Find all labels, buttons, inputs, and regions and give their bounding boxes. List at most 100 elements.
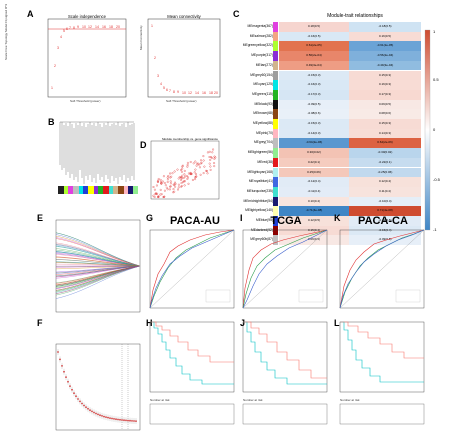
module-name: MEsalmon(282) bbox=[249, 33, 273, 38]
scatter-point bbox=[195, 164, 198, 167]
coefficient-path bbox=[55, 265, 141, 270]
scatter-point bbox=[206, 170, 208, 172]
heatmap-cell-trait-1: -0.15(0.3) bbox=[279, 70, 349, 81]
module-name: MEtan(272) bbox=[255, 62, 273, 67]
cohort-title-paca-ca: PACA-CA bbox=[358, 215, 408, 227]
module-name: MEbrown(68) bbox=[253, 111, 273, 116]
heatmap-cell-trait-2: 0.71(4e-08) bbox=[349, 206, 421, 216]
svg-text:16: 16 bbox=[102, 25, 106, 29]
scatter-point bbox=[157, 196, 160, 198]
scatter-point bbox=[183, 169, 186, 172]
svg-text:14: 14 bbox=[195, 91, 199, 95]
scatter-point bbox=[181, 164, 184, 167]
heatmap-cell-trait-2: -0.49(3e-04) bbox=[349, 60, 421, 71]
coefficient-path bbox=[55, 242, 141, 267]
svg-text:9: 9 bbox=[177, 90, 179, 94]
heatmap-row: MEmagenta(367) 0.18(0.5) -0.18(0.5) bbox=[233, 22, 423, 32]
panel-a-left-ylabel: Scale Free Topology Model Fit,signed R^2 bbox=[4, 3, 8, 60]
scatter-point bbox=[194, 160, 197, 163]
heatmap-row: MEturquoise(235) -0.11(0.4) 0.11(0.4) bbox=[233, 186, 423, 197]
scatter-point bbox=[152, 186, 155, 188]
heatmap-row: MEgreenyellow(322) 0.61(2e-05) -0.61(2e-05… bbox=[233, 41, 423, 52]
scatter-point bbox=[173, 190, 176, 193]
coefficient-path bbox=[55, 238, 141, 267]
heatmap-row: MElightgreen(56) 0.30(0.02) -0.30(0.02) bbox=[233, 148, 423, 158]
module-color-swatch bbox=[273, 31, 278, 42]
heatmap-row: MElightyellow(140) -0.71(4e-08) 0.71(4e-08… bbox=[233, 206, 423, 216]
svg-text:9: 9 bbox=[77, 25, 79, 29]
svg-text:1: 1 bbox=[51, 86, 53, 90]
coefficient-path bbox=[55, 265, 141, 294]
scatter-point bbox=[159, 178, 162, 181]
module-color-swatch bbox=[273, 51, 278, 61]
svg-text:3: 3 bbox=[57, 46, 59, 50]
module-color-swatch bbox=[273, 128, 278, 139]
scatter-point bbox=[209, 168, 212, 171]
heatmap-cell-trait-1: -0.17(0.3) bbox=[279, 89, 349, 100]
scatter-point bbox=[202, 159, 205, 162]
scatter-point bbox=[156, 180, 159, 183]
svg-text:7: 7 bbox=[69, 26, 71, 30]
scatter-point bbox=[191, 179, 194, 181]
module-name: MElightgreen(56) bbox=[247, 150, 273, 155]
scatter-point bbox=[213, 155, 216, 158]
coefficient-path bbox=[55, 249, 141, 267]
colorbar-tick-neg-0-5: -0.5 bbox=[433, 177, 440, 182]
heatmap-row: MEsalmon(282) -0.16(0.5) 0.16(0.5) bbox=[233, 31, 423, 42]
km-risk-label-j: Number at risk bbox=[243, 398, 263, 402]
module-color-swatch bbox=[273, 216, 278, 226]
svg-text:6: 6 bbox=[166, 88, 168, 92]
module-name: MEpurple(317) bbox=[251, 53, 273, 58]
km-risk-label-l: Number at risk bbox=[340, 398, 360, 402]
heatmap-cell-trait-1: 0.12(0.5) bbox=[279, 216, 349, 226]
scatter-point bbox=[213, 162, 216, 165]
scatter-point bbox=[153, 188, 156, 191]
scatter-point bbox=[183, 180, 186, 183]
heatmap-row: MEtan(272) 0.49(3e-04) -0.49(3e-04) bbox=[233, 60, 423, 71]
km-risk-table-l bbox=[339, 403, 425, 425]
scatter-point bbox=[211, 151, 214, 154]
scatter-point bbox=[208, 150, 211, 153]
module-color-swatch bbox=[273, 70, 278, 81]
module-trait-heatmap: MEmagenta(367) 0.18(0.5) -0.18(0.5) MEsalmo… bbox=[233, 22, 453, 248]
heatmap-cell-trait-1: -0.15(0.3) bbox=[279, 119, 349, 129]
scatter-point bbox=[192, 162, 195, 165]
panel-label-f: F bbox=[37, 318, 43, 328]
scatter-point bbox=[174, 185, 177, 188]
module-color-swatch bbox=[273, 41, 278, 52]
panel-label-b: B bbox=[48, 117, 55, 127]
scatter-point bbox=[199, 173, 202, 176]
scatter-point bbox=[209, 158, 212, 161]
coefficient-path bbox=[55, 265, 141, 284]
svg-text:8: 8 bbox=[173, 90, 175, 94]
panel-label-l: L bbox=[334, 318, 340, 328]
coefficient-path bbox=[55, 261, 141, 267]
module-color-swatch bbox=[273, 225, 278, 236]
panel-label-c: C bbox=[233, 9, 240, 19]
scatter-point bbox=[169, 176, 172, 179]
scatter-point bbox=[166, 188, 169, 191]
scatter-point bbox=[190, 173, 193, 176]
km-plot-tcga bbox=[242, 321, 328, 393]
panel-label-e: E bbox=[37, 213, 44, 223]
heatmap-row: MEpurple(317) 0.56(2e-04) -0.56(2e-04) bbox=[233, 51, 423, 61]
scatter-point bbox=[159, 188, 162, 191]
scatter-point bbox=[176, 168, 179, 171]
coefficient-path bbox=[55, 263, 141, 267]
panel-c-title: Module-trait relationships bbox=[327, 13, 383, 19]
scatter-point bbox=[183, 180, 185, 183]
scatter-point bbox=[197, 163, 200, 166]
scatter-point bbox=[193, 171, 196, 174]
scatter-point bbox=[169, 185, 172, 188]
module-name: MEred(38) bbox=[257, 159, 273, 164]
scatter-point bbox=[206, 151, 209, 154]
scatter-point bbox=[186, 165, 189, 168]
scatter-point bbox=[177, 177, 180, 180]
scatter-point bbox=[182, 177, 185, 179]
panel-label-g: G bbox=[146, 213, 154, 223]
km-risk-table-h bbox=[149, 403, 235, 425]
scatter-point bbox=[200, 159, 202, 162]
